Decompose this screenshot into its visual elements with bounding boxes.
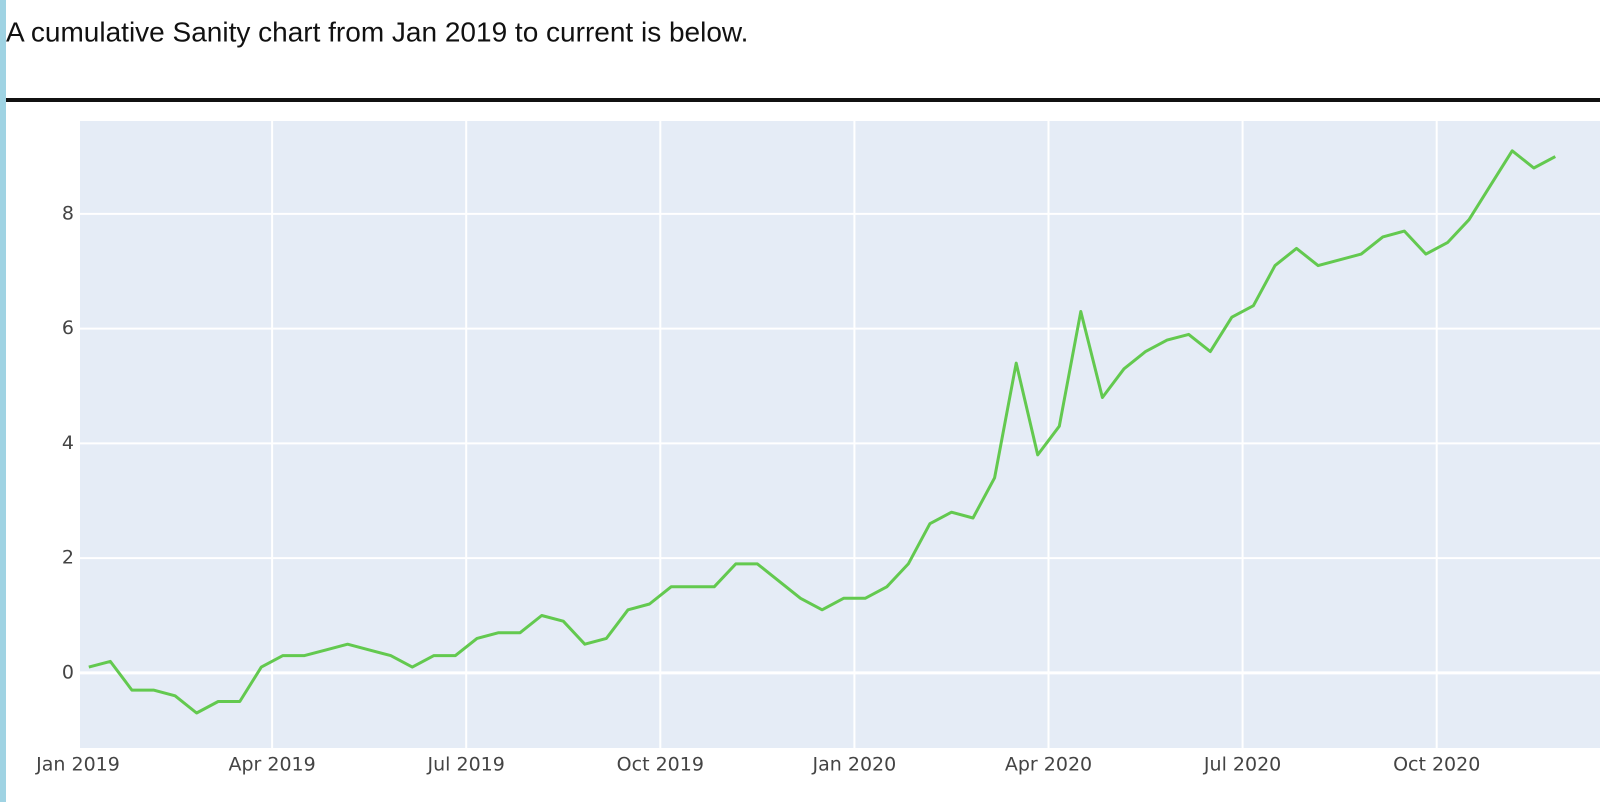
x-tick-label: Oct 2020 — [1393, 754, 1480, 776]
x-tick-label: Jul 2020 — [1203, 754, 1281, 776]
x-tick-label: Jan 2019 — [35, 754, 120, 776]
data-line — [88, 149, 1557, 715]
y-tick-label: 6 — [62, 317, 74, 339]
intro-text: A cumulative Sanity chart from Jan 2019 … — [6, 16, 748, 47]
y-tick-label: 0 — [62, 661, 74, 683]
y-tick-label: 2 — [62, 547, 74, 569]
y-tick-label: 4 — [62, 432, 74, 454]
plot-area — [80, 121, 1600, 748]
x-tick-label: Jan 2020 — [812, 754, 897, 776]
separator — [6, 98, 1600, 102]
x-tick-label: Oct 2019 — [617, 754, 704, 776]
x-tick-label: Apr 2020 — [1005, 754, 1092, 776]
x-tick-label: Jul 2019 — [427, 754, 505, 776]
x-tick-label: Apr 2019 — [228, 754, 315, 776]
y-tick-label: 8 — [62, 202, 74, 224]
left-border — [0, 0, 6, 802]
